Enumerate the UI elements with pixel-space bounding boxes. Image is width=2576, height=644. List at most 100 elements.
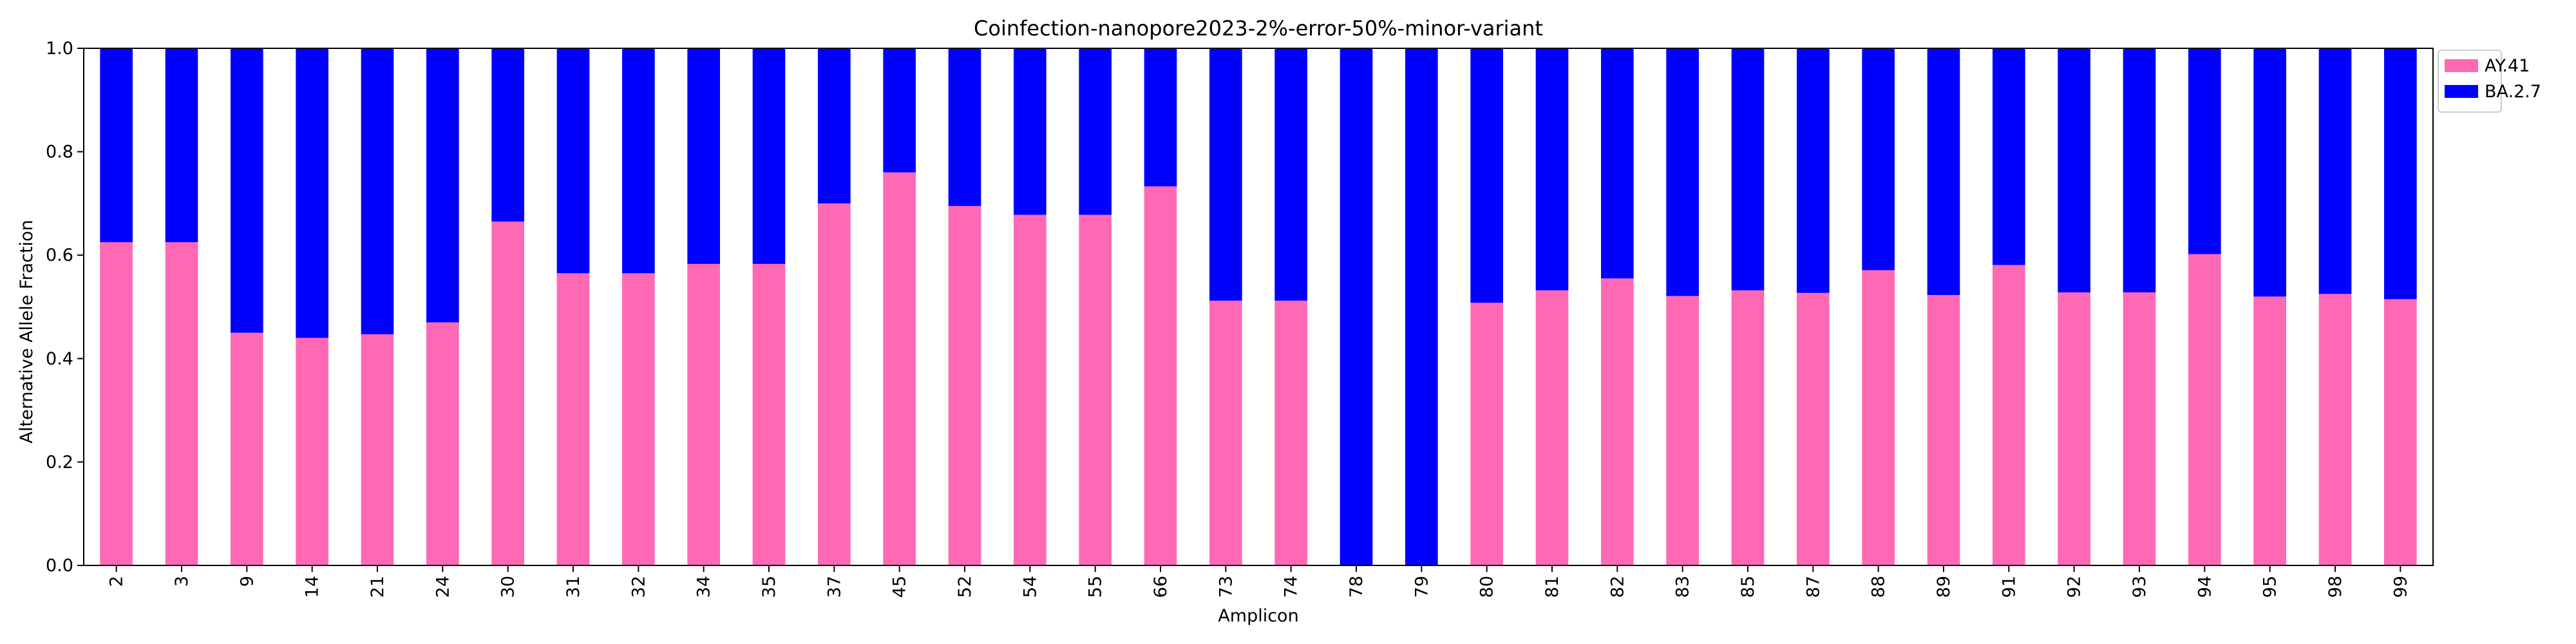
bar-ay-41-83 xyxy=(1666,296,1699,565)
x-tick-label: 89 xyxy=(1934,576,1954,598)
bar-ba-2-7-34 xyxy=(687,48,720,264)
x-tick-label: 95 xyxy=(2260,576,2280,598)
legend-swatch-ay-41 xyxy=(2445,59,2478,72)
x-axis: 2 3 9 14 21 24 30 31 32 34 35 37 45 52 54 55 66 73 74 78 79 8… xyxy=(107,565,2410,598)
x-tick-label: 81 xyxy=(1542,576,1562,598)
bar-ba-2-7-14 xyxy=(296,48,328,338)
bar-ba-2-7-52 xyxy=(948,48,981,206)
bar-ay-41-92 xyxy=(2058,292,2090,565)
bar-ba-2-7-80 xyxy=(1470,48,1503,303)
bar-ay-41-89 xyxy=(1927,295,1960,565)
bar-ba-2-7-35 xyxy=(752,48,786,264)
x-tick-label: 24 xyxy=(433,576,453,598)
bar-ay-41-80 xyxy=(1470,303,1503,565)
y-axis-label: Alternative Allele Fraction xyxy=(17,220,37,443)
bar-ba-2-7-88 xyxy=(1862,48,1895,270)
bar-ay-41-2 xyxy=(100,242,133,565)
x-tick-label: 94 xyxy=(2195,576,2215,598)
bar-ay-41-88 xyxy=(1862,270,1895,565)
bar-ay-41-91 xyxy=(1993,265,2025,565)
bar-ba-2-7-24 xyxy=(426,48,459,323)
bar-ay-41-85 xyxy=(1731,290,1765,565)
bar-ay-41-31 xyxy=(556,273,590,565)
x-tick-label: 85 xyxy=(1738,576,1758,598)
bar-ba-2-7-30 xyxy=(491,48,524,222)
bar-ba-2-7-31 xyxy=(556,48,590,274)
x-tick-label: 14 xyxy=(303,576,323,598)
bar-ba-2-7-74 xyxy=(1274,48,1307,301)
chart-title: Coinfection-nanopore2023-2%-error-50%-mi… xyxy=(974,16,1543,41)
x-tick-label: 32 xyxy=(629,576,649,598)
x-tick-label: 87 xyxy=(1803,576,1823,598)
x-tick-label: 92 xyxy=(2065,576,2085,598)
bar-ay-41-3 xyxy=(165,242,198,565)
bar-ba-2-7-78 xyxy=(1340,48,1373,565)
bar-ay-41-14 xyxy=(296,337,328,565)
x-tick-label: 30 xyxy=(498,576,518,598)
x-tick-label: 80 xyxy=(1477,576,1497,598)
bar-ay-41-93 xyxy=(2123,292,2156,565)
x-tick-label: 35 xyxy=(759,576,779,598)
x-tick-label: 88 xyxy=(1869,576,1889,598)
bar-ay-41-94 xyxy=(2188,254,2221,565)
y-tick-label: 0.4 xyxy=(46,349,73,369)
legend-swatch-ba-2-7 xyxy=(2445,85,2478,98)
bars-layer xyxy=(100,48,2417,566)
x-tick-label: 66 xyxy=(1151,576,1171,598)
bar-ba-2-7-2 xyxy=(100,48,133,243)
x-tick-label: 55 xyxy=(1086,576,1106,598)
bar-ay-41-52 xyxy=(948,205,981,565)
bar-ay-41-55 xyxy=(1079,214,1112,565)
bar-ay-41-54 xyxy=(1014,214,1046,565)
bar-ay-41-74 xyxy=(1274,300,1307,565)
bar-ba-2-7-99 xyxy=(2384,48,2417,299)
y-tick-label: 0.2 xyxy=(46,452,73,472)
x-tick-label: 54 xyxy=(1020,576,1040,598)
bar-ba-2-7-32 xyxy=(622,48,655,274)
x-tick-label: 9 xyxy=(237,576,257,587)
bar-ay-41-73 xyxy=(1209,300,1242,565)
bar-ba-2-7-87 xyxy=(1797,48,1830,293)
bar-ba-2-7-92 xyxy=(2058,48,2090,293)
bar-ay-41-81 xyxy=(1535,290,1569,565)
x-tick-label: 93 xyxy=(2130,576,2150,598)
x-tick-label: 74 xyxy=(1282,576,1302,598)
bar-ay-41-37 xyxy=(818,203,851,565)
bar-ba-2-7-91 xyxy=(1993,48,2025,265)
legend: AY.41 BA.2.7 xyxy=(2438,50,2541,113)
legend-label-ba-2-7: BA.2.7 xyxy=(2485,82,2541,102)
bar-ay-41-34 xyxy=(687,263,720,565)
y-tick-label: 0.0 xyxy=(46,556,73,576)
bar-ba-2-7-85 xyxy=(1731,48,1765,290)
x-tick-label: 2 xyxy=(107,576,127,587)
bar-ba-2-7-83 xyxy=(1666,48,1699,296)
bar-ba-2-7-94 xyxy=(2188,48,2221,254)
bar-ba-2-7-37 xyxy=(818,48,851,204)
bar-ay-41-99 xyxy=(2384,299,2417,565)
bar-ay-41-9 xyxy=(231,332,263,565)
bar-ba-2-7-89 xyxy=(1927,48,1960,296)
bar-ba-2-7-79 xyxy=(1405,48,1438,565)
bar-ay-41-35 xyxy=(752,263,786,565)
bar-ba-2-7-81 xyxy=(1535,48,1569,290)
bar-ay-41-66 xyxy=(1144,186,1177,565)
legend-label-ay-41: AY.41 xyxy=(2485,56,2530,76)
bar-ba-2-7-82 xyxy=(1601,48,1634,279)
bar-ba-2-7-55 xyxy=(1079,48,1112,215)
x-tick-label: 34 xyxy=(694,576,714,598)
y-tick-label: 0.8 xyxy=(46,142,73,162)
x-tick-label: 31 xyxy=(564,576,583,598)
x-tick-label: 79 xyxy=(1412,576,1432,598)
bar-ba-2-7-73 xyxy=(1209,48,1242,301)
bar-ba-2-7-95 xyxy=(2253,48,2286,297)
bar-ay-41-24 xyxy=(426,322,459,565)
bar-ay-41-21 xyxy=(361,334,394,565)
y-axis: 0.0 0.2 0.4 0.6 0.8 1.0 xyxy=(46,39,84,576)
bar-ay-41-45 xyxy=(883,172,916,566)
bar-ay-41-98 xyxy=(2318,294,2352,565)
bar-ba-2-7-3 xyxy=(165,48,198,243)
x-tick-label: 73 xyxy=(1216,576,1236,598)
x-tick-label: 45 xyxy=(890,576,910,598)
bar-ba-2-7-66 xyxy=(1144,48,1177,187)
